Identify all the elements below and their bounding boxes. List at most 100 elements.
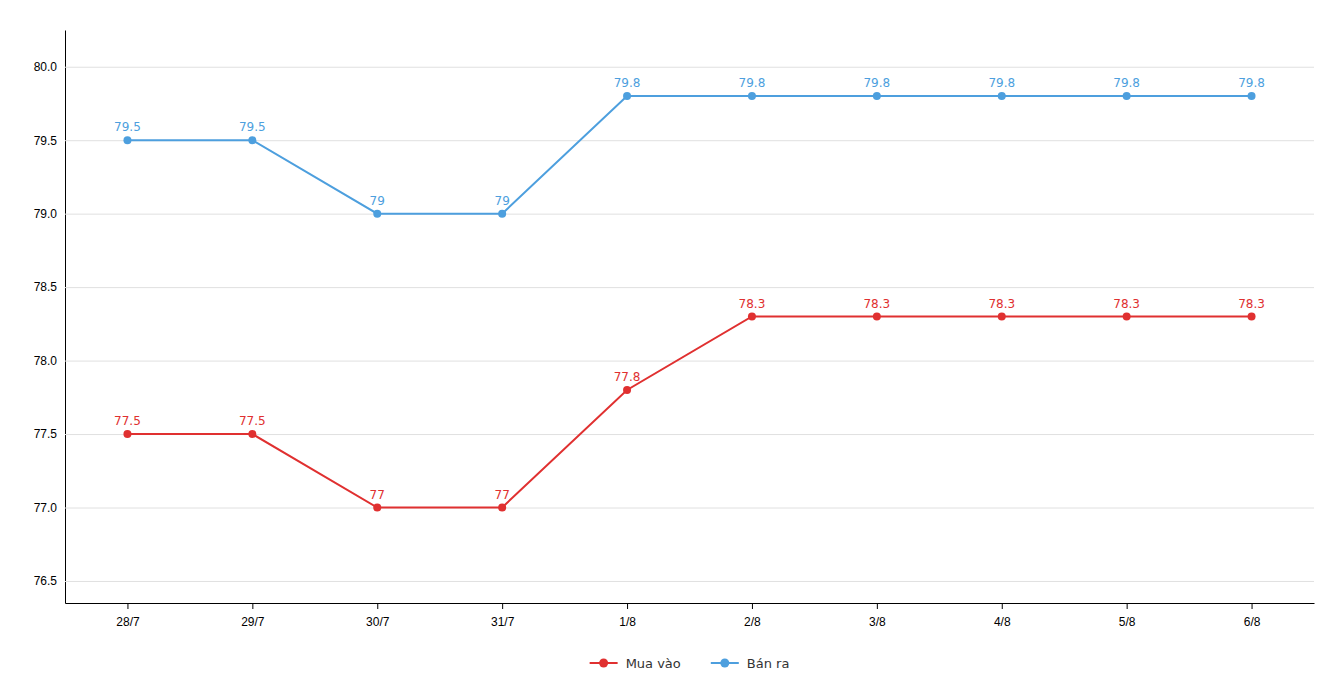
data-label: 79.8: [739, 76, 766, 90]
x-tick: 1/8: [619, 603, 636, 629]
x-tick: 5/8: [1119, 603, 1136, 629]
tick-mark: [502, 603, 503, 609]
point: [498, 504, 506, 512]
x-tick-label: 3/8: [869, 615, 886, 629]
x-tick-label: 6/8: [1244, 615, 1261, 629]
series: [123, 313, 1255, 512]
tick-mark: [752, 603, 753, 609]
tick-mark: [252, 603, 253, 609]
point: [373, 210, 381, 218]
grid-line: [65, 508, 1314, 509]
series: [123, 92, 1255, 218]
line: [127, 96, 1251, 214]
data-label: 77: [370, 488, 385, 502]
y-tick-label: 77.5: [34, 427, 58, 441]
y-tick: 80.0: [34, 60, 1314, 74]
x-tick: 6/8: [1244, 603, 1261, 629]
data-label: 79: [495, 194, 510, 208]
point: [1123, 313, 1131, 321]
y-tick-label: 76.5: [34, 574, 58, 588]
y-tick: 78.5: [34, 280, 1314, 294]
y-tick: 78.0: [34, 354, 1314, 368]
y-axis-line: [65, 31, 66, 604]
point: [623, 92, 631, 100]
point: [373, 504, 381, 512]
legend-marker: [599, 659, 608, 668]
x-tick: 4/8: [994, 603, 1011, 629]
data-label: 79.5: [239, 120, 266, 134]
point: [248, 136, 256, 144]
data-label: 79.8: [988, 76, 1015, 90]
point: [1248, 313, 1256, 321]
data-label: 77.8: [614, 370, 641, 384]
x-tick-label: 29/7: [241, 615, 265, 629]
point: [123, 136, 131, 144]
point: [623, 386, 631, 394]
x-tick: 3/8: [869, 603, 886, 629]
legend: Mua vào Bán ra: [590, 656, 790, 671]
data-label: 78.3: [739, 297, 766, 311]
tick-mark: [877, 603, 878, 609]
point: [748, 313, 756, 321]
legend-item: Bán ra: [711, 656, 790, 671]
y-tick-label: 79.5: [34, 134, 58, 148]
point: [748, 92, 756, 100]
tick-mark: [377, 603, 378, 609]
x-tick: 2/8: [744, 603, 761, 629]
x-tick-label: 31/7: [491, 615, 515, 629]
x-axis: 28/7 29/7 30/7 31/7 1/8 2/8 3/8 4/8 5/8 6/8: [66, 603, 1315, 629]
legend-marker: [720, 659, 729, 668]
x-tick-label: 1/8: [619, 615, 636, 629]
point: [998, 92, 1006, 100]
tick-mark: [1002, 603, 1003, 609]
legend-item: Mua vào: [590, 656, 681, 671]
x-tick-label: 28/7: [116, 615, 140, 629]
point: [498, 210, 506, 218]
data-labels: 77.577.5777777.878.378.378.378.378.379.5…: [114, 76, 1265, 501]
y-tick: 76.5: [34, 574, 1314, 588]
legend-label: Mua vào: [626, 656, 681, 671]
y-tick: 79.0: [34, 207, 1314, 221]
point: [1123, 92, 1131, 100]
y-tick-label: 77.0: [34, 501, 58, 515]
data-label: 77.5: [114, 414, 141, 428]
point: [873, 92, 881, 100]
chart: 76.5 77.0 77.5 78.0 78.5 79.0 79.5 80.0 28/7 29/7…: [0, 0, 1344, 698]
data-label: 79.5: [114, 120, 141, 134]
y-tick-label: 78.0: [34, 354, 58, 368]
point: [123, 430, 131, 438]
point: [998, 313, 1006, 321]
plot: 76.5 77.0 77.5 78.0 78.5 79.0 79.5 80.0 28/7 29/7…: [34, 31, 1315, 629]
tick-mark: [127, 603, 128, 609]
data-label: 77.5: [239, 414, 266, 428]
x-tick: 30/7: [366, 603, 390, 629]
grid-line: [65, 67, 1314, 68]
x-tick: 29/7: [241, 603, 265, 629]
line: [127, 317, 1251, 508]
tick-mark: [627, 603, 628, 609]
y-tick: 77.0: [34, 501, 1314, 515]
data-label: 78.3: [1238, 297, 1265, 311]
y-tick-label: 79.0: [34, 207, 58, 221]
data-label: 77: [495, 488, 510, 502]
tick-mark: [1127, 603, 1128, 609]
data-label: 79: [370, 194, 385, 208]
x-tick-label: 4/8: [994, 615, 1011, 629]
data-label: 78.3: [988, 297, 1015, 311]
data-label: 79.8: [614, 76, 641, 90]
y-tick-label: 80.0: [34, 60, 58, 74]
data-label: 79.8: [1238, 76, 1265, 90]
x-tick-label: 30/7: [366, 615, 390, 629]
point: [248, 430, 256, 438]
point: [873, 313, 881, 321]
data-label: 79.8: [1113, 76, 1140, 90]
grid-line: [65, 581, 1314, 582]
x-tick: 28/7: [116, 603, 140, 629]
grid-line: [65, 287, 1314, 288]
marks: [123, 92, 1255, 511]
data-label: 78.3: [863, 297, 890, 311]
legend-label: Bán ra: [747, 656, 790, 671]
y-axis: 76.5 77.0 77.5 78.0 78.5 79.0 79.5 80.0: [34, 31, 1314, 604]
grid-line: [65, 361, 1314, 362]
x-tick-label: 2/8: [744, 615, 761, 629]
